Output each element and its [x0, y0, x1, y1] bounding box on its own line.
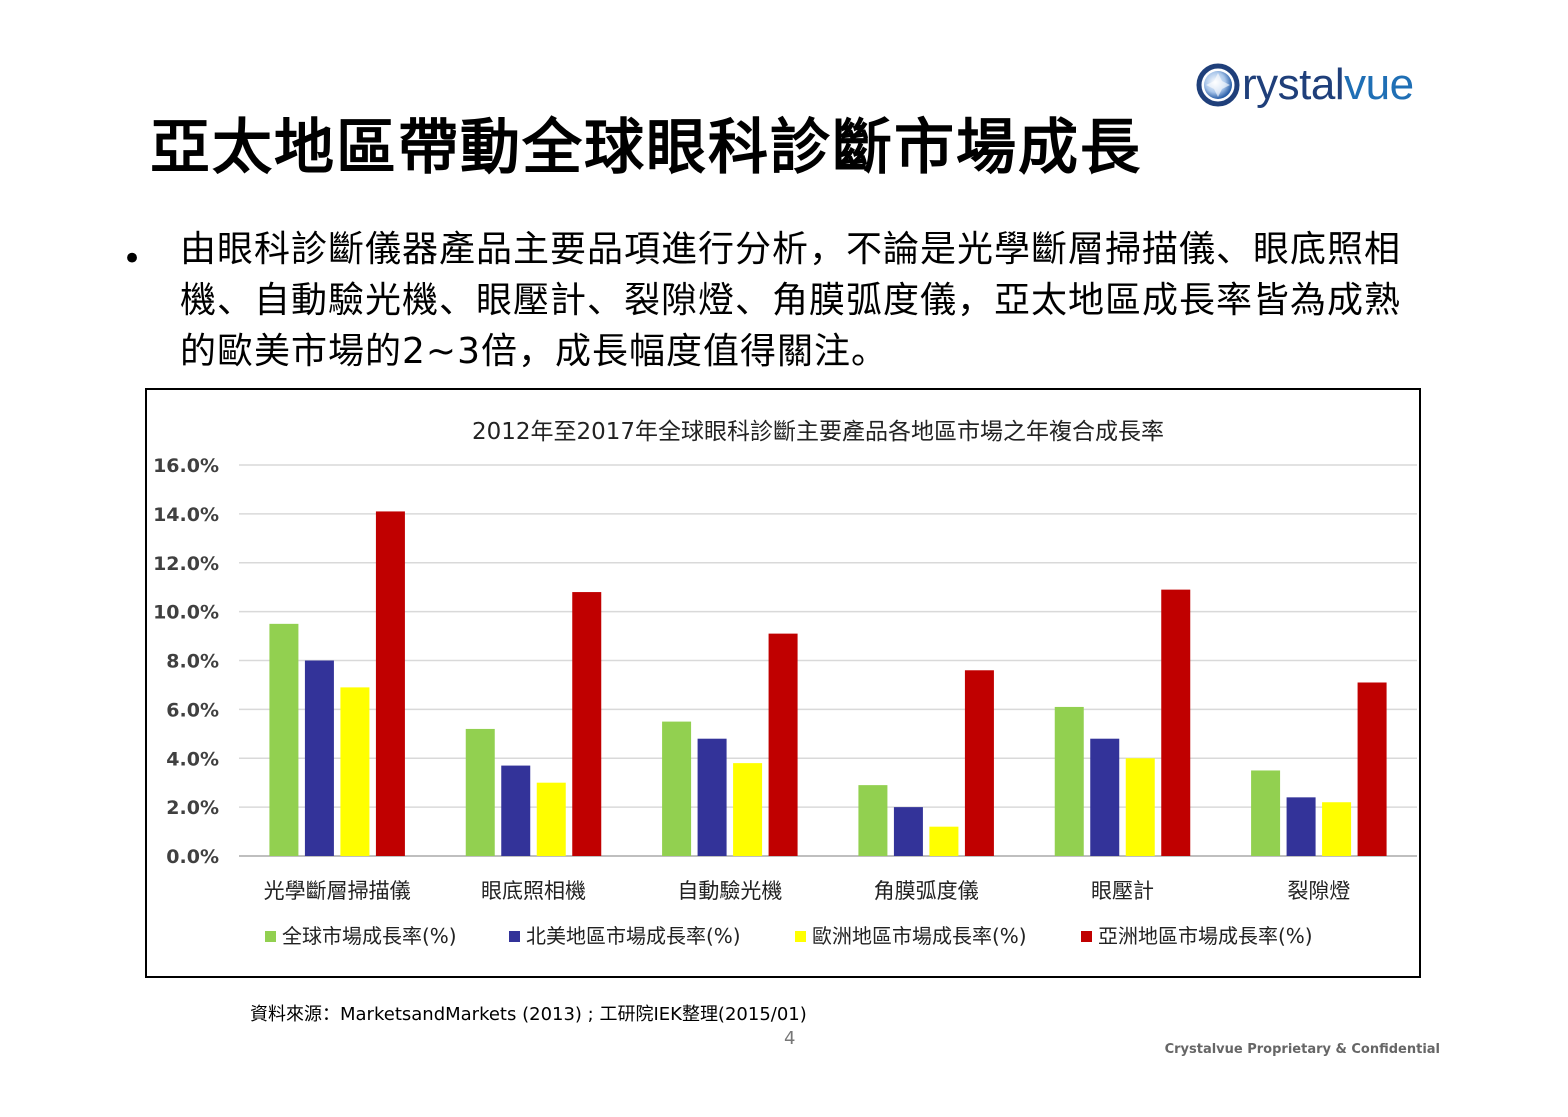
- y-tick-label: 4.0%: [166, 748, 219, 770]
- page-number: 4: [784, 1028, 796, 1049]
- bar: [1090, 738, 1120, 856]
- bullet-symbol: •: [122, 239, 143, 279]
- bar: [1161, 589, 1191, 856]
- legend-swatch: [795, 931, 806, 942]
- y-tick-label: 6.0%: [166, 699, 219, 721]
- bar-chart: 2012年至2017年全球眼科診斷主要產品各地區市場之年複合成長率 0.0% 2.0…: [153, 419, 1417, 948]
- x-category-label: 眼底照相機: [481, 879, 586, 903]
- confidential-footer: Crystalvue Proprietary & Confidential: [1164, 1042, 1440, 1057]
- bar: [1251, 770, 1281, 856]
- bar: [340, 687, 370, 856]
- legend-label: 北美地區市場成長率(%): [526, 924, 741, 948]
- bar: [858, 785, 888, 856]
- bar: [733, 763, 763, 856]
- slide-title: 亞太地區帶動全球眼科診斷市場成長: [150, 113, 1142, 183]
- bar: [572, 592, 602, 856]
- y-tick-label: 0.0%: [166, 846, 219, 868]
- bar: [1357, 682, 1387, 856]
- bar: [536, 782, 566, 856]
- company-logo: rystalvue: [1196, 60, 1414, 110]
- logo-wordmark: rystalvue: [1242, 60, 1414, 109]
- y-tick-label: 2.0%: [166, 797, 219, 819]
- legend-label: 亞洲地區市場成長率(%): [1098, 924, 1313, 948]
- legend-swatch: [1081, 931, 1092, 942]
- y-tick-label: 10.0%: [153, 602, 219, 624]
- legend-label: 歐洲地區市場成長率(%): [812, 924, 1027, 948]
- bar: [304, 660, 334, 856]
- chart-title: 2012年至2017年全球眼科診斷主要產品各地區市場之年複合成長率: [472, 419, 1164, 445]
- bar: [465, 728, 495, 856]
- bar: [1125, 758, 1155, 856]
- bar: [893, 807, 923, 856]
- x-category-label: 光學斷層掃描儀: [264, 879, 411, 903]
- bar: [662, 721, 692, 856]
- x-category-label: 裂隙燈: [1287, 879, 1350, 903]
- crystal-ball-icon: [1196, 63, 1240, 107]
- y-tick-label: 16.0%: [153, 455, 219, 477]
- bar: [375, 511, 405, 856]
- bar: [1286, 797, 1316, 856]
- x-category-label: 眼壓計: [1091, 879, 1154, 903]
- legend-swatch: [509, 931, 520, 942]
- y-tick-label: 12.0%: [153, 553, 219, 575]
- bar: [697, 738, 727, 856]
- y-tick-label: 14.0%: [153, 504, 219, 526]
- bullet-text: 由眼科診斷儀器產品主要品項進行分析，不論是光學斷層掃描儀、眼底照相機、自動驗光機…: [180, 229, 1402, 372]
- y-tick-label: 8.0%: [166, 651, 219, 673]
- bar: [1322, 802, 1352, 856]
- x-category-label: 自動驗光機: [677, 879, 782, 903]
- x-category-label: 角膜弧度儀: [874, 879, 979, 903]
- bar: [1054, 706, 1084, 856]
- bar: [269, 623, 299, 856]
- bar: [501, 765, 531, 856]
- legend-label: 全球市場成長率(%): [282, 924, 457, 948]
- bar: [964, 670, 994, 856]
- bar: [768, 633, 798, 856]
- bar: [929, 826, 959, 856]
- legend-swatch: [265, 931, 276, 942]
- source-note: 資料來源：MarketsandMarkets (2013) ; 工研院IEK整理…: [250, 1004, 807, 1025]
- chart-frame: 2012年至2017年全球眼科診斷主要產品各地區市場之年複合成長率 0.0% 2.0…: [145, 388, 1421, 978]
